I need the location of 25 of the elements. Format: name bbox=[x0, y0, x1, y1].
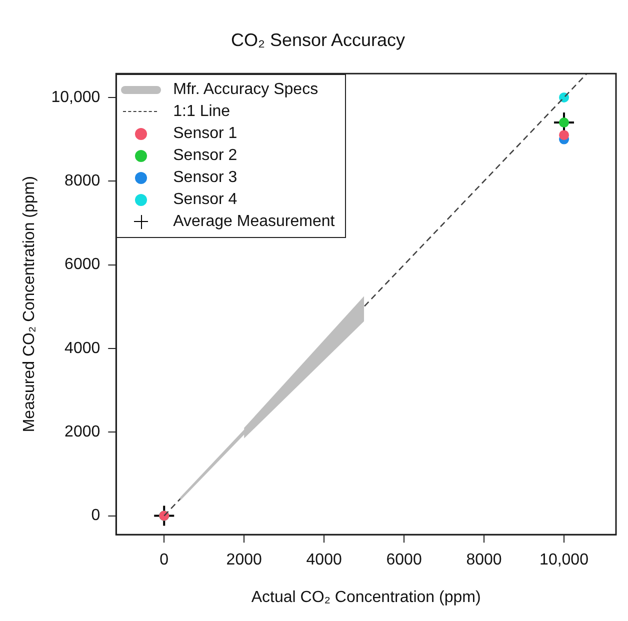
legend-label: Sensor 4 bbox=[173, 190, 238, 209]
x-axis-title: Actual CO₂ Concentration (ppm) bbox=[251, 588, 481, 606]
y-tick-label: 0 bbox=[91, 507, 100, 524]
y-tick-label: 4000 bbox=[64, 340, 100, 357]
y-tick-label: 2000 bbox=[64, 424, 100, 441]
y-tick-label: 6000 bbox=[64, 256, 100, 274]
legend-label: Sensor 2 bbox=[173, 146, 238, 165]
chart-title: CO₂ Sensor Accuracy bbox=[230, 30, 406, 50]
point bbox=[559, 118, 570, 128]
legend-label: Average Measurement bbox=[173, 212, 335, 231]
y-axis-title: Measured CO₂ Concentration (ppm) bbox=[21, 176, 38, 432]
x-tick-label: 6000 bbox=[386, 552, 422, 569]
legend-label: Mfr. Accuracy Specs bbox=[173, 80, 318, 99]
x-tick-label: 2000 bbox=[226, 552, 262, 569]
point bbox=[559, 130, 570, 140]
point bbox=[153, 504, 176, 527]
x-tick-label: 4000 bbox=[306, 552, 342, 569]
x-tick-label: 0 bbox=[160, 552, 169, 569]
x-tick-label: 10,000 bbox=[540, 552, 589, 569]
y-tick-label: 10,000 bbox=[51, 88, 100, 106]
x-tick-label: 8000 bbox=[466, 552, 502, 569]
y-tick-label: 8000 bbox=[64, 172, 100, 190]
legend-label: 1:1 Line bbox=[173, 102, 230, 121]
legend-label: Sensor 1 bbox=[173, 124, 238, 143]
legend-label: Sensor 3 bbox=[173, 168, 238, 187]
